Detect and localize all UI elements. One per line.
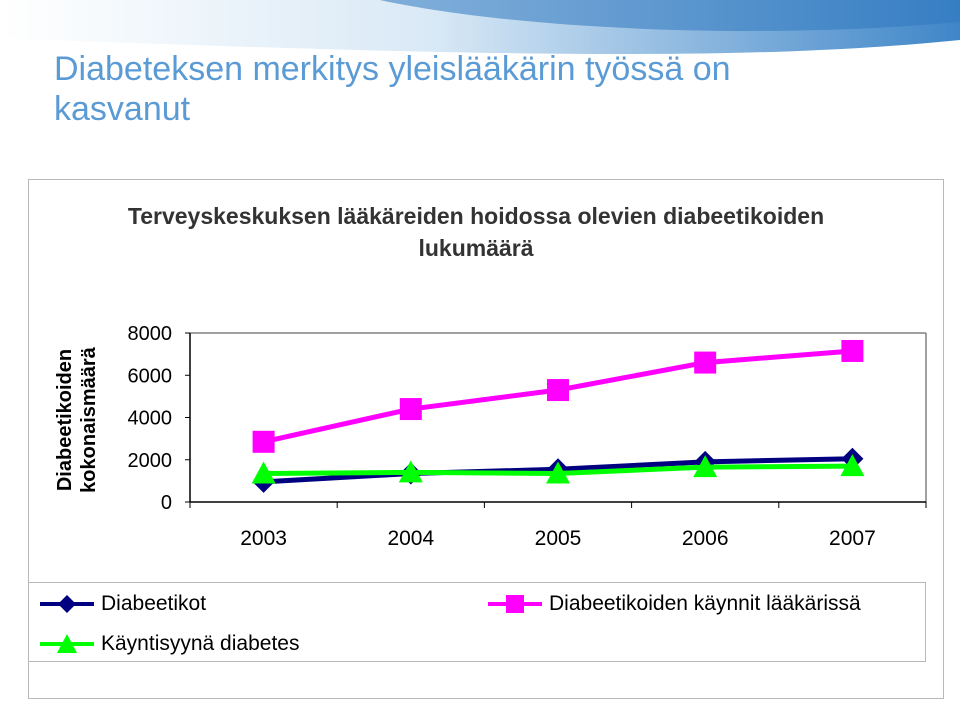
legend-label-diabeetikot: Diabeetikot — [101, 592, 207, 615]
legend-item-diabeetikot: Diabeetikot — [37, 589, 206, 619]
data-point-square — [694, 351, 717, 374]
chart-title: Terveyskeskuksen lääkäreiden hoidossa ol… — [127, 203, 825, 262]
y-tick-label: 4000 — [128, 408, 173, 430]
data-point-triangle — [693, 455, 718, 478]
y-tick-label: 6000 — [128, 365, 173, 387]
x-tick-label: 2004 — [387, 527, 434, 550]
x-tick-label: 2003 — [240, 527, 287, 550]
x-tick-label: 2006 — [682, 527, 729, 550]
legend-label-kaynnit: Diabeetikoiden käynnit lääkärissä — [549, 592, 861, 615]
data-point-triangle — [840, 454, 865, 477]
data-point-square — [399, 398, 422, 421]
x-tick-label: 2007 — [829, 527, 876, 550]
x-tick-label: 2005 — [535, 527, 582, 550]
y-tick-label: 2000 — [128, 450, 173, 472]
legend-marker-square — [488, 595, 542, 613]
legend-marker-diamond — [40, 595, 94, 613]
legend-item-kayntisyy: Käyntisyynä diabetes — [37, 629, 299, 659]
legend: Diabeetikot Diabeetikoiden käynnit lääkä… — [28, 582, 926, 662]
data-point-square — [252, 430, 275, 453]
y-tick-label: 8000 — [128, 323, 173, 345]
data-point-triangle — [251, 461, 276, 484]
data-point-square — [841, 339, 864, 362]
data-point-triangle — [546, 461, 570, 484]
legend-item-kaynnit: Diabeetikoiden käynnit lääkärissä — [485, 589, 861, 619]
data-point-square — [547, 379, 569, 402]
legend-label-kayntisyy: Käyntisyynä diabetes — [101, 632, 300, 655]
slide-title: Diabeteksen merkitys yleislääkärin työss… — [54, 50, 731, 128]
y-tick-label: 0 — [161, 492, 172, 514]
legend-marker-triangle — [40, 634, 94, 653]
data-point-triangle — [398, 460, 423, 483]
decorative-swoosh-light — [380, 0, 960, 31]
